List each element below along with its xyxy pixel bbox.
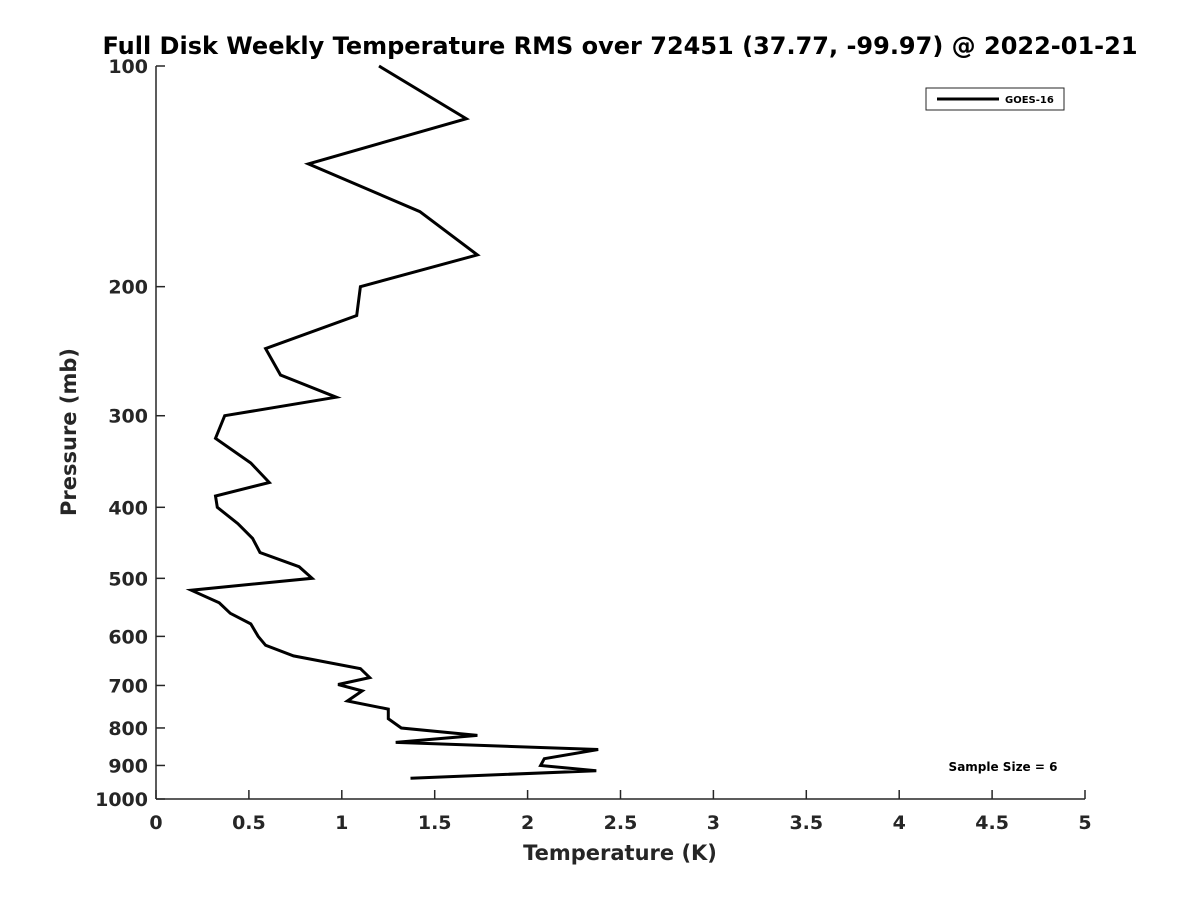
y-tick-label: 700 (108, 675, 148, 697)
y-tick-label: 100 (108, 56, 148, 78)
y-tick-label: 300 (108, 406, 148, 428)
y-tick-label: 600 (108, 626, 148, 648)
series-line-goes-16 (185, 64, 599, 780)
chart-title: Full Disk Weekly Temperature RMS over 72… (102, 32, 1137, 60)
legend: GOES-16 (925, 87, 1065, 111)
x-tick-label: 2 (521, 812, 534, 834)
y-tick-label: 900 (108, 755, 148, 777)
x-axis-label: Temperature (K) (523, 841, 717, 865)
y-tick-label: 1000 (95, 789, 148, 811)
x-tick-label: 2.5 (604, 812, 638, 834)
x-tick-label: 0.5 (232, 812, 266, 834)
x-tick-label: 1 (335, 812, 348, 834)
x-tick-label: 1.5 (418, 812, 452, 834)
y-tick-label: 800 (108, 718, 148, 740)
y-ticks: 100 200 300 400 500 600 700 800 900 1000 (95, 56, 165, 811)
y-axis-label: Pressure (mb) (57, 348, 81, 516)
x-tick-label: 0 (149, 812, 162, 834)
x-tick-label: 4.5 (975, 812, 1009, 834)
sample-size-annotation: Sample Size = 6 (949, 760, 1058, 774)
y-tick-label: 500 (108, 568, 148, 590)
y-tick-label: 400 (108, 497, 148, 519)
x-tick-label: 3 (707, 812, 720, 834)
x-tick-label: 3.5 (789, 812, 823, 834)
x-tick-label: 5 (1078, 812, 1091, 834)
x-tick-label: 4 (893, 812, 906, 834)
legend-label-goes-16: GOES-16 (1005, 95, 1054, 106)
x-ticks: 0 0.5 1 1.5 2 2.5 3 3.5 4 4.5 5 (149, 790, 1092, 834)
y-tick-label: 200 (108, 277, 148, 299)
